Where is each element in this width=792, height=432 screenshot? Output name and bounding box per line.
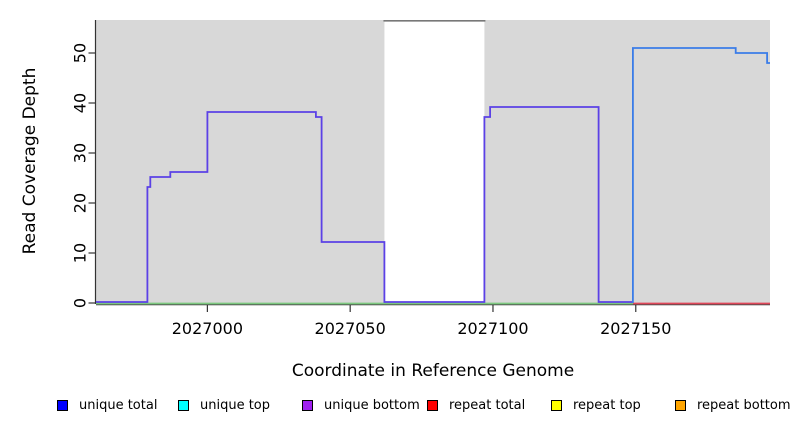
y-tick-label: 30 (71, 143, 90, 163)
legend-item-unique-top: unique top (178, 398, 270, 413)
legend-swatch-icon (427, 400, 438, 411)
legend-label: unique bottom (324, 398, 420, 413)
legend-item-unique-total: unique total (57, 398, 157, 413)
y-tick-label: 0 (71, 298, 90, 308)
legend-item-repeat-top: repeat top (551, 398, 641, 413)
legend-label: unique total (79, 398, 158, 413)
legend-label: repeat top (573, 398, 641, 413)
unique-total-line (632, 47, 770, 303)
y-tick-label: 50 (71, 43, 90, 63)
legend-swatch-icon (551, 400, 562, 411)
x-tick-label: 2027000 (172, 319, 243, 338)
y-tick-label: 20 (71, 193, 90, 213)
y-tick-label: 10 (71, 243, 90, 263)
y-tick-label: 40 (71, 93, 90, 113)
legend-item-unique-bottom: unique bottom (302, 398, 420, 413)
legend-swatch-icon (57, 400, 68, 411)
unique-bottom-line (96, 106, 633, 303)
x-tick-label: 2027150 (600, 319, 671, 338)
x-tick-label: 2027050 (315, 319, 386, 338)
legend-label: unique top (200, 398, 271, 413)
legend-label: repeat total (449, 398, 526, 413)
x-tick-label: 2027100 (457, 319, 528, 338)
legend-item-repeat-total: repeat total (427, 398, 525, 413)
x-axis-title: Coordinate in Reference Genome (291, 361, 575, 381)
legend-swatch-icon (178, 400, 189, 411)
y-axis-title: Read Coverage Depth (20, 67, 40, 255)
legend-swatch-icon (302, 400, 313, 411)
legend-label: repeat bottom (697, 398, 791, 413)
legend-item-repeat-bottom: repeat bottom (675, 398, 791, 413)
masked-region (384, 20, 485, 304)
legend-swatch-icon (675, 400, 686, 411)
